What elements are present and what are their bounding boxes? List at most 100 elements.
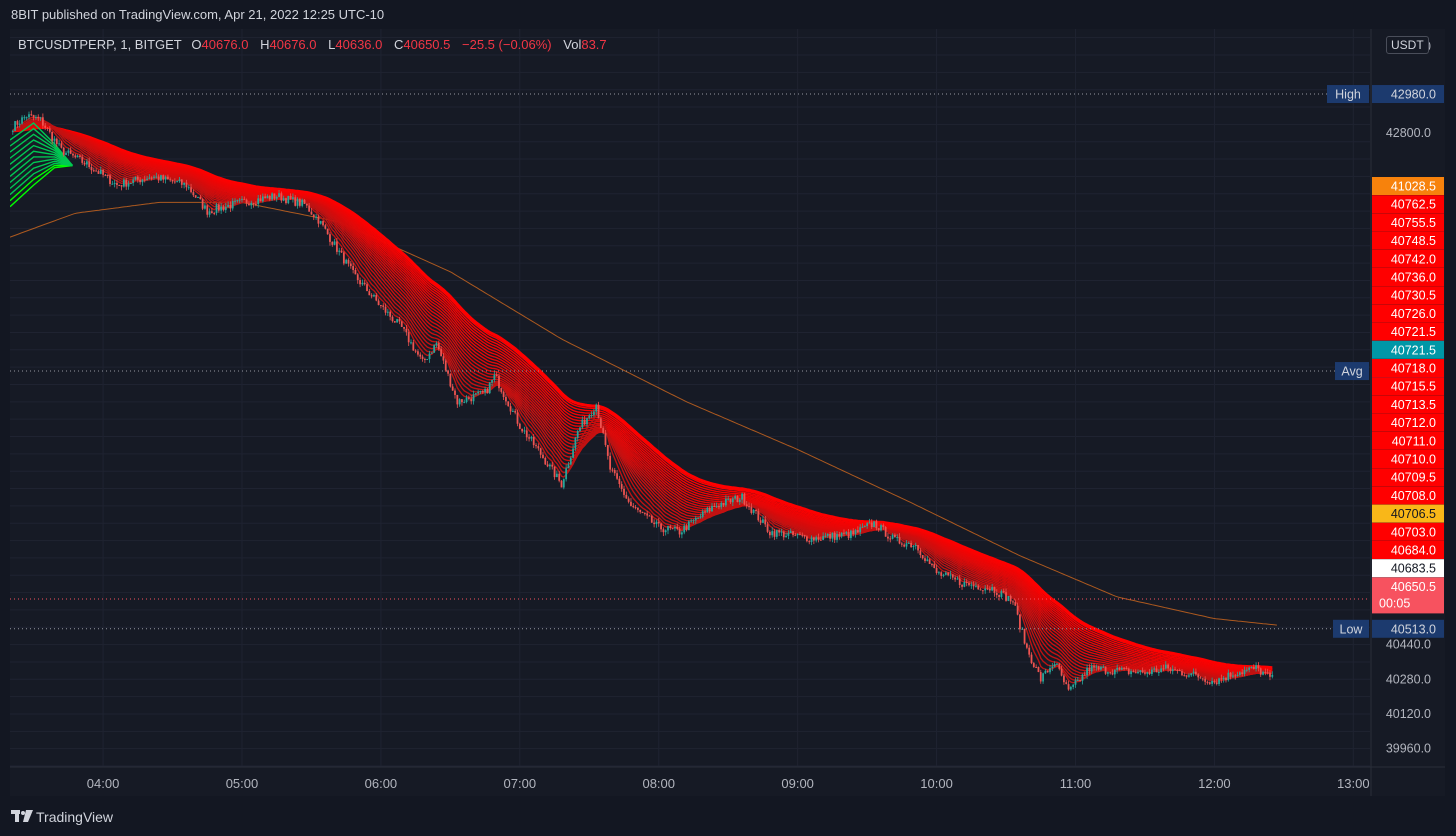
candle-body — [407, 332, 410, 343]
candle-body — [511, 410, 514, 412]
candle-body — [1002, 591, 1005, 593]
candle-body — [414, 350, 417, 352]
ema-line — [12, 120, 1273, 680]
candle-body — [62, 147, 65, 155]
candle-body — [933, 564, 936, 568]
candle-body — [516, 412, 519, 424]
candle-body — [1132, 671, 1135, 673]
candle-body — [924, 558, 926, 561]
candle-body — [706, 507, 709, 513]
ribbon-value-badge: 40748.5 — [1391, 234, 1436, 248]
candle-body — [843, 532, 845, 534]
x-tick-label: 07:00 — [504, 776, 537, 791]
candle-body — [173, 181, 176, 183]
candle-body — [815, 537, 818, 541]
candle-body — [724, 498, 727, 506]
candle-body — [880, 525, 882, 531]
candle-body — [46, 127, 49, 129]
candle-body — [88, 161, 91, 168]
candle-body — [1086, 667, 1088, 676]
candle-body — [1065, 682, 1068, 685]
candle-body — [856, 530, 859, 533]
candle-body — [368, 291, 371, 296]
candle-body — [1030, 654, 1033, 664]
candle-body — [153, 176, 155, 178]
avg-tag: Avg — [1341, 365, 1362, 379]
candle-body — [1194, 671, 1197, 675]
ribbon-value-badge: 40762.5 — [1391, 198, 1436, 212]
candle-body — [275, 197, 278, 199]
currency-selector[interactable]: USDT — [1386, 36, 1429, 54]
ema-line — [12, 126, 1273, 671]
candle-body — [993, 587, 996, 593]
candle-body — [611, 469, 614, 471]
legend-vol-label: Vol — [563, 37, 582, 52]
candle-body — [785, 535, 787, 538]
candle-body — [1116, 667, 1119, 670]
candle-body — [81, 156, 84, 163]
candle-body — [995, 592, 998, 596]
candle-body — [623, 488, 625, 495]
candle-body — [324, 225, 327, 229]
candle-body — [868, 522, 871, 524]
candle-body — [1167, 664, 1170, 669]
candle-body — [766, 524, 769, 532]
candle-body — [271, 193, 273, 200]
candle-body — [217, 204, 220, 211]
candle-body — [148, 177, 151, 179]
candle-body — [715, 506, 718, 508]
candle-body — [694, 517, 697, 521]
candle-body — [354, 270, 357, 275]
candle-body — [393, 321, 396, 323]
ema-line — [12, 124, 1273, 675]
candle-body — [160, 175, 162, 181]
candle-body — [847, 532, 850, 538]
ribbon-value-badge-bg — [1372, 504, 1444, 523]
candle-body — [690, 520, 693, 522]
candle-body — [1028, 647, 1031, 655]
candle-body — [755, 509, 757, 512]
candle-body — [1225, 677, 1227, 681]
candle-body — [701, 511, 704, 517]
candle-body — [289, 195, 292, 200]
candle-body — [442, 356, 445, 361]
candle-body — [771, 531, 774, 536]
candle-body — [669, 526, 672, 529]
candle-body — [808, 541, 811, 543]
candle-body — [921, 555, 924, 559]
ribbon-value-badge: 40708.0 — [1391, 489, 1436, 503]
candle-body — [1248, 667, 1251, 670]
candle-body — [863, 526, 866, 528]
ema-line — [12, 123, 1273, 678]
candlestick-chart[interactable]: 43200.042800.040440.040280.040120.039960… — [10, 29, 1445, 796]
candle-body — [521, 428, 524, 432]
candle-body — [509, 406, 512, 412]
candle-body — [1130, 671, 1132, 675]
candle-body — [1199, 677, 1202, 679]
candle-body — [1005, 592, 1007, 601]
candle-body — [812, 537, 815, 541]
candle-body — [1206, 681, 1209, 683]
candle-body — [1232, 675, 1234, 677]
candle-body — [639, 509, 642, 512]
candle-body — [889, 538, 892, 540]
candle-body — [637, 507, 639, 510]
candle-body — [1139, 670, 1142, 672]
candle-body — [1076, 680, 1079, 682]
ribbon-value-badge-bg — [1372, 468, 1444, 487]
ribbon-value-badge-bg — [1372, 541, 1444, 559]
ema-line-green — [10, 156, 73, 177]
candle-body — [363, 282, 366, 285]
candle-body — [590, 414, 593, 416]
legend-symbol[interactable]: BTCUSDTPERP, 1, BITGET — [18, 37, 182, 52]
candle-body — [757, 511, 760, 521]
tradingview-logo-icon[interactable] — [11, 810, 33, 824]
ribbon-value-badge: 40709.5 — [1391, 471, 1436, 485]
candle-body — [535, 445, 537, 447]
candle-body — [384, 306, 387, 313]
candle-body — [572, 448, 574, 458]
ema-line — [12, 124, 1273, 676]
chart-area[interactable]: 43200.042800.040440.040280.040120.039960… — [10, 29, 1445, 796]
tradingview-brand[interactable]: TradingView — [36, 809, 114, 825]
ribbon-value-badge-bg — [1372, 177, 1444, 195]
